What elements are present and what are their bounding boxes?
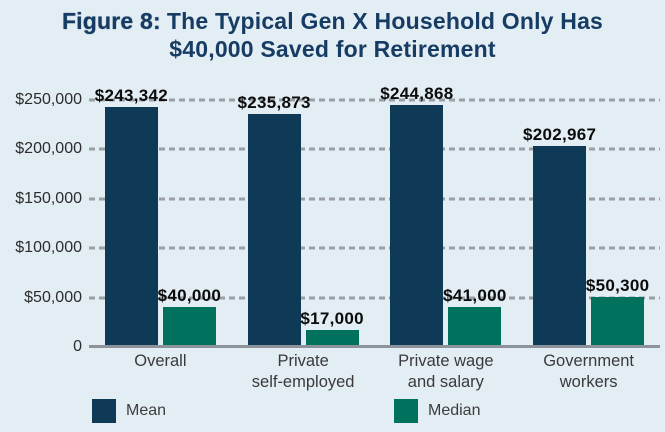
y-tick-label: $100,000 (15, 239, 82, 257)
bar-mean-3: $244,868 (380, 84, 453, 347)
bar-value-label: $243,342 (94, 85, 169, 105)
bar-group: $244,868 $41,000 (375, 84, 518, 347)
bar-group: $235,873 $17,000 (232, 93, 375, 347)
bar-value-label: $202,967 (522, 125, 597, 145)
bar-value-label: $235,873 (237, 92, 311, 112)
legend-item-mean: Mean (92, 399, 166, 423)
category-label: Overall (134, 352, 187, 370)
x-axis: Overall Private self-employed Private wage… (89, 351, 660, 393)
legend-label-median: Median (428, 402, 481, 419)
gridline (89, 98, 660, 102)
bar-value-label: $244,868 (380, 84, 454, 104)
bar-group: $243,342 $40,000 (89, 86, 232, 347)
bar-median-4: $50,300 (586, 276, 649, 347)
gridline (89, 296, 660, 300)
gridline (89, 197, 660, 201)
figure-title-text: The Typical Gen X Household Only Has $40… (166, 8, 604, 62)
bar-value-label: $41,000 (443, 285, 507, 305)
y-tick-label: 0 (73, 338, 82, 355)
legend-item-median: Median (394, 399, 480, 423)
bar-value-label: $17,000 (300, 309, 364, 329)
category-label: Government workers (543, 352, 635, 391)
bar-mean-2: $235,873 (237, 93, 310, 347)
bar-value-label: $50,300 (585, 276, 650, 296)
bar-group: $202,967 $50,300 (517, 100, 660, 347)
bar-median-3: $41,000 (443, 286, 506, 347)
plot-area: $243,342 $40,000 $235,873 $17,000 $244,868 $4… (89, 84, 660, 348)
bar-median-2: $17,000 (300, 309, 364, 347)
legend-label-mean: Mean (126, 402, 167, 419)
median-swatch (394, 399, 418, 423)
bar-median-1: $40,000 (158, 286, 221, 347)
gridline (89, 147, 660, 151)
bar-value-label: $40,000 (157, 286, 222, 306)
bar-mean-1: $243,342 (95, 86, 168, 347)
y-tick-label: $250,000 (15, 91, 82, 108)
figure-title: Figure 8: The Typical Gen X Household Onl… (55, 7, 611, 63)
figure-number: Figure 8: (61, 8, 161, 34)
bar-groups: $243,342 $40,000 $235,873 $17,000 $244,868 $4… (89, 84, 660, 347)
bar-mean-4: $202,967 (523, 125, 596, 347)
category-label: Private self-employed (251, 352, 355, 391)
y-tick-label: $200,000 (15, 140, 82, 158)
y-tick-label: $150,000 (15, 189, 82, 207)
mean-swatch (92, 399, 116, 423)
y-axis: $250,000 $200,000 $150,000 $100,000 $50,000 0 (0, 91, 82, 355)
x-axis-line (89, 345, 660, 348)
category-label: Private wage and salary (398, 352, 494, 391)
y-tick-label: $50,000 (24, 288, 82, 306)
gridline (89, 246, 660, 250)
